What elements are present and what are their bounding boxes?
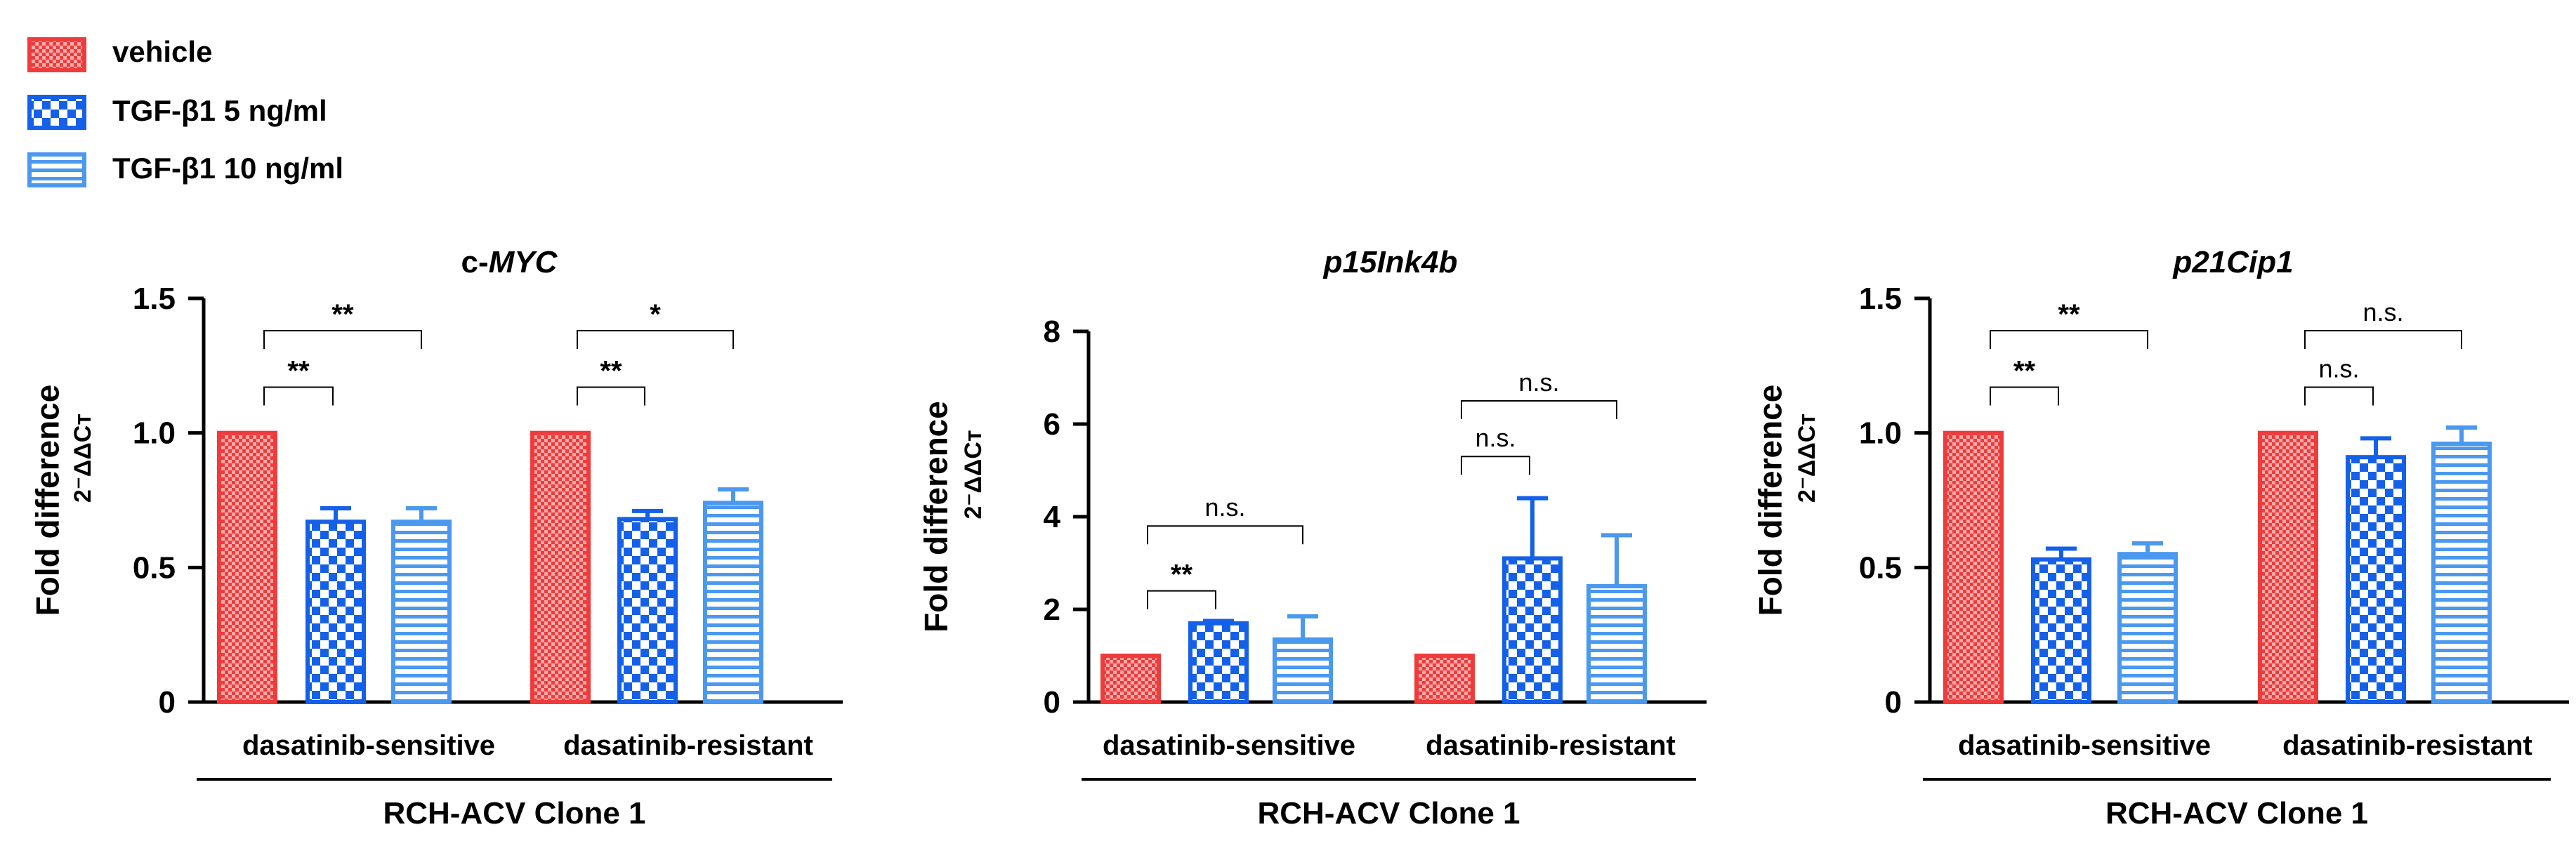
- bar-vehicle: [1414, 654, 1475, 704]
- y-tick-label: 1.5: [1859, 282, 1902, 316]
- legend-label-tgf10: TGF-β1 10 ng/ml: [112, 152, 343, 185]
- legend-item-tgf5: TGF-β1 5 ng/ml: [27, 94, 327, 130]
- legend-item-tgf10: TGF-β1 10 ng/ml: [27, 152, 343, 187]
- bar-tgf10: [703, 501, 763, 704]
- bar-vehicle: [217, 430, 277, 705]
- bar-tgf10: [391, 520, 452, 705]
- significance-bracket: [1461, 456, 1530, 475]
- bar-tgf10: [1586, 584, 1647, 704]
- bar-vehicle: [2258, 430, 2318, 705]
- y-tick-label: 1.0: [1859, 416, 1902, 451]
- y-tick-label: 1.5: [133, 282, 176, 316]
- bar-vehicle: [530, 430, 591, 705]
- x-tick-label: dasatinib-sensitive: [1958, 730, 2211, 761]
- chart-panel-2: p15Ink4b 0 2 4 6 8 Fold difference 2⁻ΔΔCт ** n.s.…: [918, 245, 1707, 831]
- y-tick-label: 0.5: [133, 550, 176, 585]
- y-axis-sublabel: 2⁻ΔΔCт: [70, 414, 96, 503]
- significance-label: **: [2058, 299, 2080, 330]
- y-tick-label: 8: [1044, 315, 1060, 349]
- bar-tgf5: [2346, 455, 2406, 705]
- chart-panel-3: p21Cip1 0 0.5 1.0 1.5 Fold difference 2⁻ΔΔCт **…: [1752, 245, 2569, 831]
- y-tick-label: 2: [1044, 593, 1060, 627]
- bar-vehicle: [1100, 654, 1161, 704]
- legend-item-vehicle: vehicle: [27, 35, 212, 72]
- chart-title: c-MYC: [461, 245, 558, 279]
- significance-bracket: [577, 330, 734, 349]
- significance-label: n.s.: [2363, 298, 2403, 326]
- y-axis-sublabel: 2⁻ΔΔCт: [1794, 414, 1820, 503]
- bar-tgf5: [617, 517, 678, 704]
- significance-bracket: [1990, 330, 2148, 349]
- legend-swatch-vehicle: [27, 37, 86, 72]
- legend-swatch-tgf10: [27, 152, 86, 187]
- significance-bracket: [1461, 400, 1617, 419]
- legend: vehicle TGF-β1 5 ng/ml TGF-β1 10 ng/ml: [27, 35, 343, 187]
- legend-label-tgf5: TGF-β1 5 ng/ml: [112, 94, 327, 127]
- x-tick-label: dasatinib-resistant: [1426, 730, 1676, 761]
- y-axis-label: Fold difference: [918, 401, 954, 633]
- significance-bracket: [263, 330, 422, 349]
- significance-label: n.s.: [1518, 368, 1559, 397]
- significance-bracket: [2304, 386, 2374, 406]
- significance-bracket: [1990, 386, 2059, 406]
- x-tick-label: dasatinib-sensitive: [242, 730, 495, 761]
- chart-title-plain: c-: [461, 245, 489, 279]
- group-label: RCH-ACV Clone 1: [1257, 796, 1520, 831]
- legend-label-vehicle: vehicle: [112, 35, 212, 68]
- significance-bracket: [2304, 330, 2462, 349]
- significance-label: **: [287, 356, 310, 387]
- chart-title-italic: MYC: [489, 245, 558, 279]
- y-tick-label: 6: [1044, 407, 1060, 442]
- significance-bracket: [1147, 525, 1303, 545]
- chart-title-italic: p15Ink4b: [1323, 245, 1458, 279]
- significance-label: **: [331, 299, 354, 330]
- significance-label: **: [2013, 356, 2036, 387]
- legend-swatch-tgf5: [27, 95, 86, 130]
- y-axis-sublabel: 2⁻ΔΔCт: [960, 430, 987, 520]
- significance-label: n.s.: [1204, 493, 1245, 522]
- y-tick-label: 0: [1885, 685, 1902, 720]
- chart-title: p15Ink4b: [1323, 245, 1458, 279]
- y-tick-label: 4: [1044, 500, 1061, 534]
- bar-tgf5: [305, 520, 366, 705]
- significance-bracket: [577, 386, 645, 406]
- bar-tgf10: [2117, 552, 2178, 705]
- bar-tgf5: [1188, 621, 1249, 704]
- significance-label: n.s.: [1475, 423, 1516, 452]
- y-tick-label: 1.0: [133, 416, 176, 451]
- bar-tgf5: [2031, 557, 2091, 704]
- chart-title-italic: p21Cip1: [2172, 245, 2293, 279]
- bar-tgf5: [1502, 556, 1563, 705]
- x-tick-label: dasatinib-resistant: [2282, 730, 2532, 761]
- bar-vehicle: [1943, 430, 2004, 705]
- significance-label: **: [600, 356, 622, 387]
- x-tick-label: dasatinib-sensitive: [1103, 730, 1355, 761]
- significance-label: **: [1171, 560, 1193, 590]
- significance-bracket: [1147, 590, 1216, 609]
- bar-tgf10: [2431, 442, 2492, 704]
- significance-label: *: [650, 299, 661, 330]
- y-tick-label: 0: [1044, 685, 1060, 720]
- x-tick-label: dasatinib-resistant: [563, 730, 813, 761]
- group-label: RCH-ACV Clone 1: [2105, 796, 2368, 831]
- y-axis-label: Fold difference: [1752, 385, 1789, 616]
- y-tick-label: 0.5: [1859, 550, 1902, 585]
- y-axis-label: Fold difference: [29, 385, 66, 616]
- group-label: RCH-ACV Clone 1: [383, 796, 645, 831]
- significance-bracket: [263, 386, 334, 406]
- significance-label: n.s.: [2318, 355, 2359, 383]
- y-tick-label: 0: [159, 685, 176, 720]
- chart-title: p21Cip1: [2172, 245, 2293, 279]
- bar-tgf10: [1273, 637, 1333, 705]
